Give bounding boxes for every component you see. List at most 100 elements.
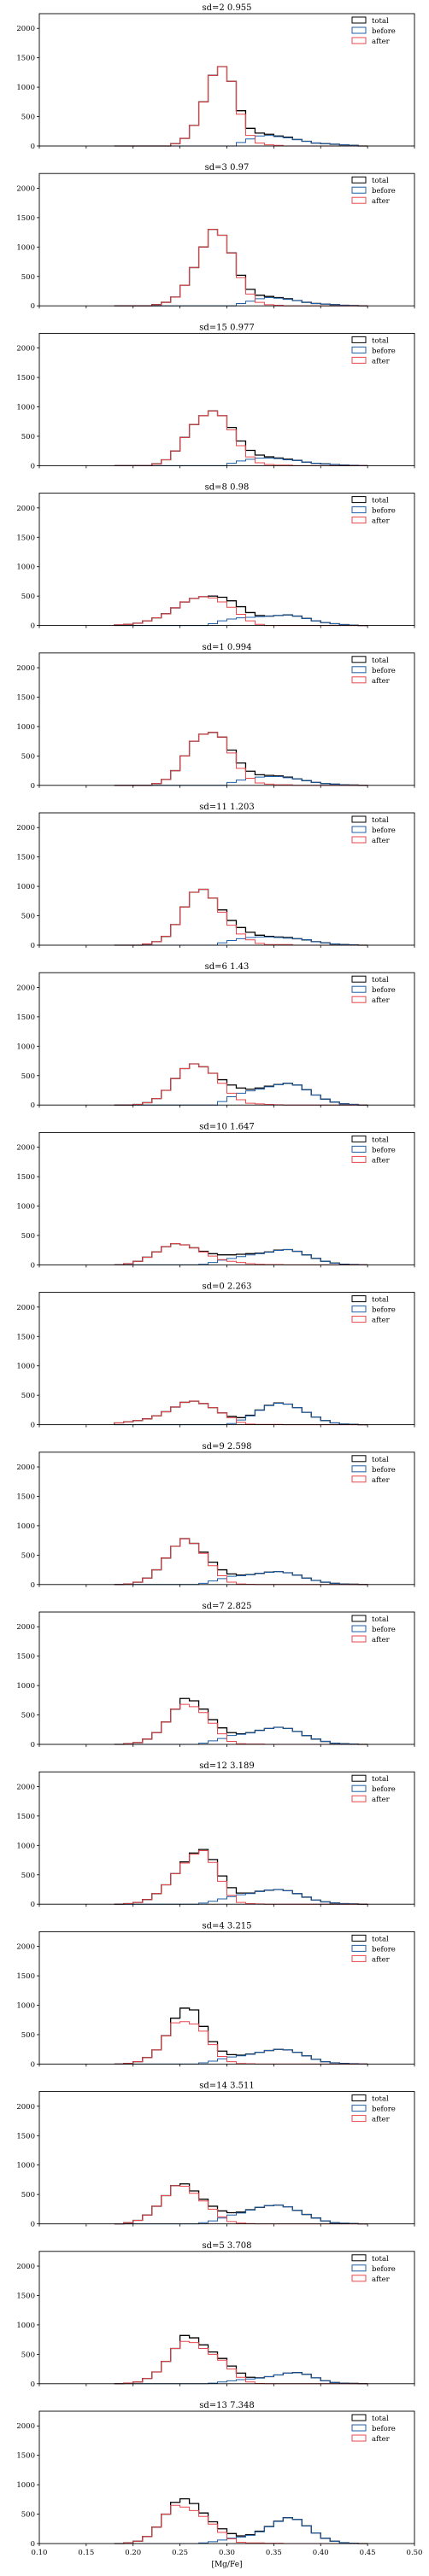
series-total-outline bbox=[114, 732, 368, 786]
legend-label-total: total bbox=[372, 1615, 389, 1624]
y-tick-label: 1500 bbox=[16, 1013, 35, 1022]
panel-title: sd=11 1.203 bbox=[199, 803, 254, 812]
legend-label-before: before bbox=[372, 2425, 396, 2433]
histogram-panel: sd=3 0.97 0 500 1000 1500 2000 total beforeafte… bbox=[16, 163, 415, 311]
panel-title: sd=3 0.97 bbox=[205, 163, 250, 172]
x-tick-label: 0.25 bbox=[172, 2549, 188, 2557]
histogram-panel: sd=5 3.708 0 500 1000 1500 2000 total beforeaft… bbox=[16, 2241, 415, 2389]
series-after-outline bbox=[114, 229, 368, 307]
legend-label-total: total bbox=[372, 1136, 389, 1144]
y-tick-label: 1500 bbox=[16, 1333, 35, 1341]
y-tick-label: 1000 bbox=[16, 1682, 35, 1691]
y-tick-label: 1000 bbox=[16, 1522, 35, 1531]
legend-swatch-total bbox=[351, 656, 367, 663]
legend-swatch-total bbox=[351, 1455, 367, 1463]
histogram-panel: sd=11 1.203 0 500 1000 1500 2000 total before af… bbox=[16, 803, 415, 950]
legend-swatch-after bbox=[351, 2275, 367, 2282]
legend-label-total: total bbox=[372, 816, 389, 825]
y-tick-label: 500 bbox=[21, 593, 35, 601]
y-tick-label: 1500 bbox=[16, 2292, 35, 2300]
legend-label-after: after bbox=[372, 1317, 391, 1325]
legend-label-before: before bbox=[372, 1785, 396, 1794]
histogram-panel: sd=14 3.511 0 500 1000 1500 2000 total before af… bbox=[16, 2082, 415, 2229]
y-tick-label: 1000 bbox=[16, 2002, 35, 2011]
legend-swatch-before bbox=[351, 186, 367, 194]
panel-title: sd=6 1.43 bbox=[205, 962, 250, 972]
legend-swatch-total bbox=[351, 176, 367, 184]
legend-label-total: total bbox=[372, 1456, 389, 1464]
series-after-outline bbox=[114, 410, 368, 466]
legend-swatch-total bbox=[351, 1774, 367, 1782]
series-total-outline bbox=[114, 1400, 368, 1426]
legend-swatch-before bbox=[351, 1145, 367, 1153]
y-tick-label: 1500 bbox=[16, 1653, 35, 1662]
legend-swatch-total bbox=[351, 2094, 367, 2102]
legend-swatch-after bbox=[351, 1316, 367, 1323]
legend-swatch-total bbox=[351, 1934, 367, 1942]
series-total-outline bbox=[114, 2334, 368, 2385]
y-tick-label: 500 bbox=[21, 2351, 35, 2359]
legend-label-after: after bbox=[372, 837, 391, 845]
legend-label-total: total bbox=[372, 336, 389, 345]
y-tick-label: 1500 bbox=[16, 1813, 35, 1821]
legend-swatch-total bbox=[351, 975, 367, 983]
legend-label-before: before bbox=[372, 1146, 396, 1154]
legend-swatch-before bbox=[351, 1944, 367, 1952]
y-tick-label: 0 bbox=[31, 2060, 35, 2069]
y-tick-label: 1500 bbox=[16, 534, 35, 542]
legend-label-before: before bbox=[372, 2106, 396, 2114]
legend-label-after: after bbox=[372, 517, 391, 526]
legend-label-total: total bbox=[372, 17, 389, 26]
legend-label-after: after bbox=[372, 2275, 391, 2284]
histogram-panel: sd=8 0.98 0 500 1000 1500 2000 total beforeafte… bbox=[16, 483, 415, 631]
series-total-outline bbox=[114, 1697, 368, 1745]
x-tick-label: 0.15 bbox=[78, 2549, 94, 2557]
y-tick-label: 1000 bbox=[16, 723, 35, 732]
panel-title: sd=2 0.955 bbox=[202, 3, 251, 13]
y-tick-label: 500 bbox=[21, 114, 35, 122]
histogram-panel: sd=13 7.348 0 500 1000 1500 2000 0.10 0.15 0.20 0… bbox=[16, 2401, 422, 2569]
legend-label-total: total bbox=[372, 497, 389, 505]
series-total-outline bbox=[114, 66, 368, 147]
y-tick-label: 500 bbox=[21, 2511, 35, 2520]
y-tick-label: 0 bbox=[31, 302, 35, 311]
panel-title: sd=7 2.825 bbox=[202, 1602, 251, 1611]
legend-label-before: before bbox=[372, 1306, 396, 1315]
y-tick-label: 500 bbox=[21, 433, 35, 441]
y-tick-label: 1000 bbox=[16, 2481, 35, 2490]
panel-title: sd=10 1.647 bbox=[199, 1122, 254, 1131]
legend-label-total: total bbox=[372, 2095, 389, 2104]
series-total-outline bbox=[114, 888, 368, 946]
legend-label-before: before bbox=[372, 667, 396, 675]
legend-label-before: before bbox=[372, 2265, 396, 2274]
y-tick-label: 0 bbox=[31, 1101, 35, 1110]
legend-swatch-total bbox=[351, 16, 367, 24]
legend-label-after: after bbox=[372, 38, 391, 46]
legend-swatch-after bbox=[351, 196, 367, 204]
legend-swatch-before bbox=[351, 985, 367, 993]
series-total-outline bbox=[114, 1849, 368, 1905]
y-tick-label: 2000 bbox=[16, 2103, 35, 2112]
y-tick-label: 500 bbox=[21, 1392, 35, 1400]
y-tick-label: 0 bbox=[31, 2380, 35, 2389]
y-tick-label: 1500 bbox=[16, 1173, 35, 1182]
legend-swatch-after bbox=[351, 37, 367, 44]
series-after-outline bbox=[114, 66, 368, 147]
histogram-panel: sd=1 0.994 0 500 1000 1500 2000 total before aft… bbox=[16, 643, 415, 791]
y-tick-label: 1000 bbox=[16, 84, 35, 92]
y-tick-label: 1000 bbox=[16, 1842, 35, 1850]
series-total-outline bbox=[114, 228, 368, 307]
legend-swatch-total bbox=[351, 1615, 367, 1622]
legend-swatch-before bbox=[351, 1306, 367, 1313]
panel-title: sd=1 0.994 bbox=[202, 643, 251, 652]
y-tick-label: 0 bbox=[31, 2540, 35, 2549]
series-total-outline bbox=[114, 410, 368, 467]
y-tick-label: 2000 bbox=[16, 824, 35, 832]
